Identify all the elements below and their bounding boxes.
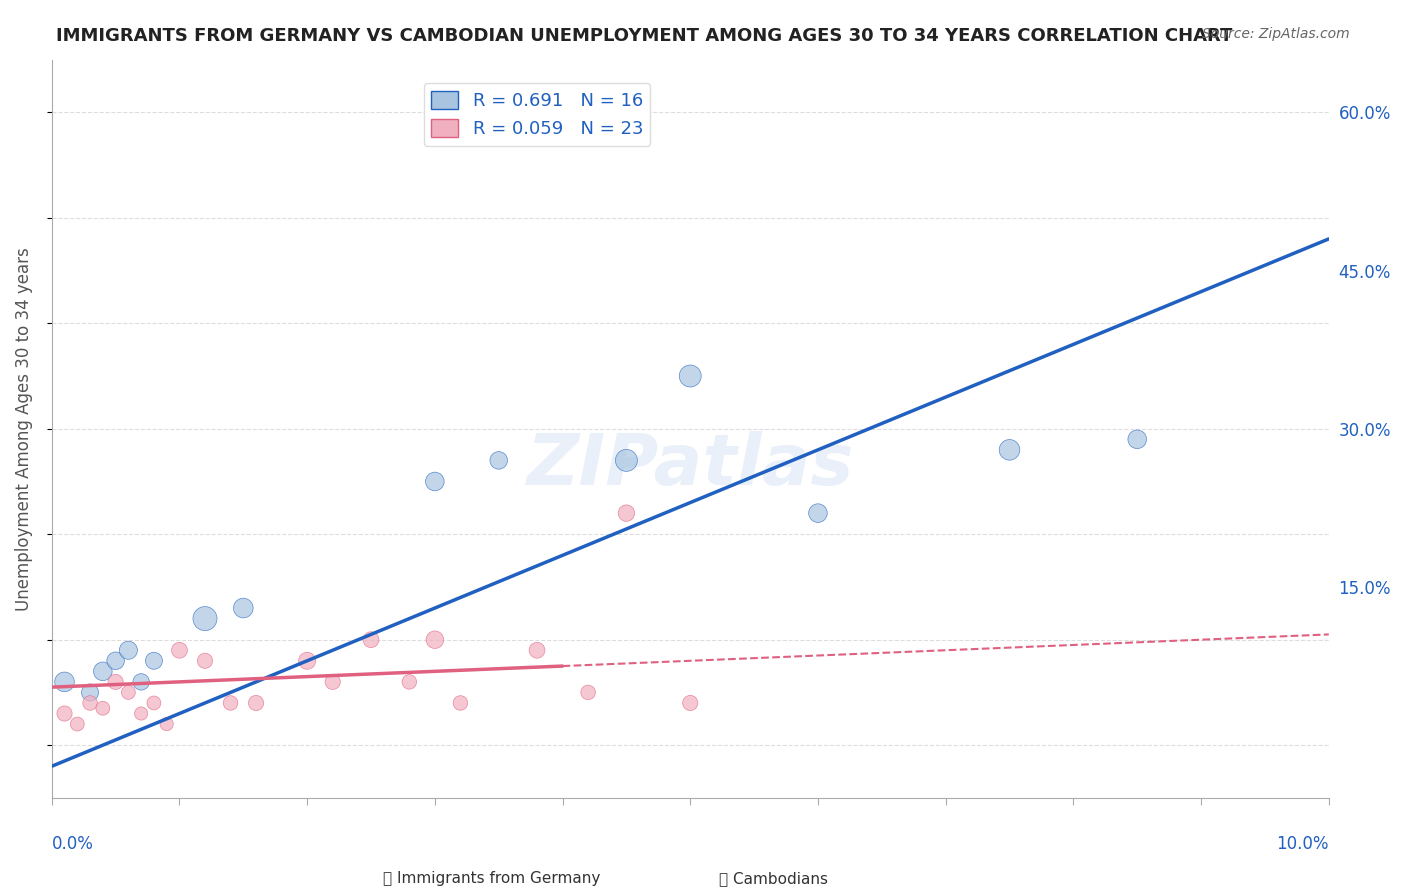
Point: [91, 665, 114, 679]
Point: [360, 632, 382, 647]
Point: [616, 453, 638, 467]
Point: [679, 696, 702, 710]
Point: [66, 717, 89, 731]
Text: ZIPatlas: ZIPatlas: [527, 431, 853, 500]
Point: [129, 706, 152, 721]
Point: [79, 685, 101, 699]
Point: [219, 696, 242, 710]
Point: [117, 685, 139, 699]
Point: [142, 696, 165, 710]
Point: [449, 696, 471, 710]
Point: [53, 674, 76, 689]
Point: [79, 696, 101, 710]
Text: ⬜ Cambodians: ⬜ Cambodians: [718, 871, 828, 886]
Y-axis label: Unemployment Among Ages 30 to 34 years: Unemployment Among Ages 30 to 34 years: [15, 247, 32, 611]
Point: [616, 506, 638, 520]
Point: [194, 654, 217, 668]
Point: [142, 654, 165, 668]
Point: [91, 701, 114, 715]
Point: [156, 717, 179, 731]
Point: [679, 369, 702, 384]
Point: [423, 632, 446, 647]
Legend: R = 0.691   N = 16, R = 0.059   N = 23: R = 0.691 N = 16, R = 0.059 N = 23: [423, 83, 650, 145]
Point: [104, 674, 127, 689]
Point: [998, 442, 1021, 457]
Point: [576, 685, 599, 699]
Text: Source: ZipAtlas.com: Source: ZipAtlas.com: [1202, 27, 1350, 41]
Point: [117, 643, 139, 657]
Text: 10.0%: 10.0%: [1277, 835, 1329, 853]
Point: [169, 643, 191, 657]
Point: [322, 674, 344, 689]
Point: [1126, 432, 1149, 446]
Point: [807, 506, 830, 520]
Point: [398, 674, 420, 689]
Point: [194, 611, 217, 625]
Point: [245, 696, 267, 710]
Text: 0.0%: 0.0%: [52, 835, 94, 853]
Point: [295, 654, 318, 668]
Point: [232, 601, 254, 615]
Point: [526, 643, 548, 657]
Point: [488, 453, 510, 467]
Point: [53, 706, 76, 721]
Point: [129, 674, 152, 689]
Point: [104, 654, 127, 668]
Text: ⬜ Immigrants from Germany: ⬜ Immigrants from Germany: [384, 871, 600, 886]
Point: [423, 475, 446, 489]
Text: IMMIGRANTS FROM GERMANY VS CAMBODIAN UNEMPLOYMENT AMONG AGES 30 TO 34 YEARS CORR: IMMIGRANTS FROM GERMANY VS CAMBODIAN UNE…: [56, 27, 1233, 45]
